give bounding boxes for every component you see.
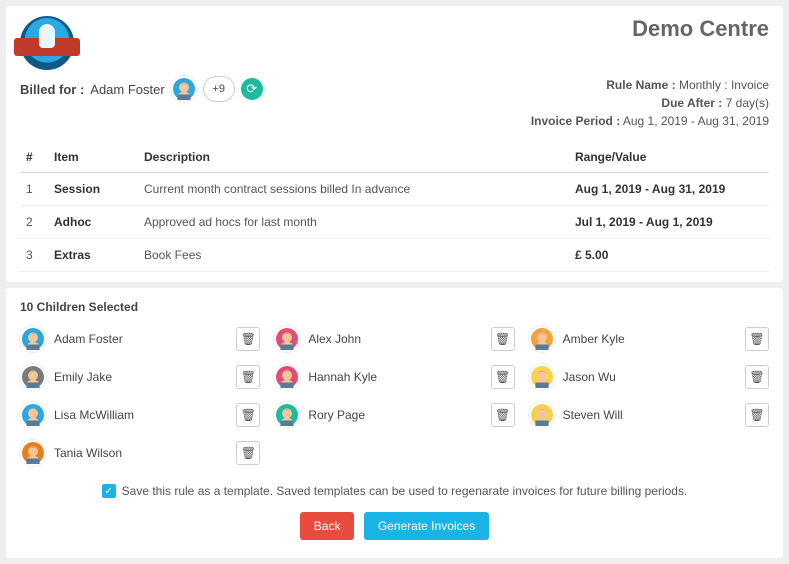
trash-icon[interactable]: 🗑 <box>491 403 515 427</box>
cell-item: Extras <box>48 239 138 272</box>
child-item: Tania Wilson 🗑 <box>20 436 260 470</box>
cell-num: 3 <box>20 239 48 272</box>
cell-desc: Book Fees <box>138 239 569 272</box>
child-name: Emily Jake <box>54 370 112 384</box>
checkbox-checked-icon[interactable]: ✓ <box>102 484 116 498</box>
billed-name: Adam Foster <box>90 82 164 97</box>
child-avatar <box>274 402 300 428</box>
billed-avatar <box>171 76 197 102</box>
trash-icon[interactable]: 🗑 <box>236 403 260 427</box>
child-avatar <box>20 326 46 352</box>
th-range: Range/Value <box>569 142 769 173</box>
th-item: Item <box>48 142 138 173</box>
children-selected-title: 10 Children Selected <box>20 300 769 314</box>
refresh-icon[interactable]: ⟳ <box>241 78 263 100</box>
child-avatar <box>20 440 46 466</box>
child-item: Alex John 🗑 <box>274 322 514 356</box>
th-num: # <box>20 142 48 173</box>
extra-count-pill[interactable]: +9 <box>203 76 235 102</box>
child-item: Adam Foster 🗑 <box>20 322 260 356</box>
trash-icon[interactable]: 🗑 <box>745 365 769 389</box>
cell-range: Aug 1, 2019 - Aug 31, 2019 <box>569 173 769 206</box>
child-name: Rory Page <box>308 408 365 422</box>
trash-icon[interactable]: 🗑 <box>491 365 515 389</box>
child-name: Lisa McWilliam <box>54 408 134 422</box>
child-item: Emily Jake 🗑 <box>20 360 260 394</box>
cell-num: 1 <box>20 173 48 206</box>
due-value: 7 day(s) <box>726 96 769 110</box>
th-desc: Description <box>138 142 569 173</box>
trash-icon[interactable]: 🗑 <box>491 327 515 351</box>
trash-icon[interactable]: 🗑 <box>745 327 769 351</box>
period-label: Invoice Period : <box>531 114 620 128</box>
child-item: Amber Kyle 🗑 <box>529 322 769 356</box>
child-item: Jason Wu 🗑 <box>529 360 769 394</box>
children-panel: 10 Children Selected Adam Foster🗑Alex Jo… <box>6 288 783 558</box>
child-name: Tania Wilson <box>54 446 122 460</box>
child-name: Hannah Kyle <box>308 370 377 384</box>
trash-icon[interactable]: 🗑 <box>745 403 769 427</box>
child-item: Lisa McWilliam 🗑 <box>20 398 260 432</box>
logo <box>20 16 74 70</box>
child-item: Hannah Kyle 🗑 <box>274 360 514 394</box>
child-item: Steven Will 🗑 <box>529 398 769 432</box>
child-avatar <box>20 402 46 428</box>
items-table: # Item Description Range/Value 1SessionC… <box>20 142 769 272</box>
generate-invoices-button[interactable]: Generate Invoices <box>364 512 489 540</box>
table-row: 1SessionCurrent month contract sessions … <box>20 173 769 206</box>
cell-desc: Approved ad hocs for last month <box>138 206 569 239</box>
child-name: Amber Kyle <box>563 332 625 346</box>
children-grid: Adam Foster🗑Alex John🗑Amber Kyle🗑Emily J… <box>20 322 769 470</box>
cell-desc: Current month contract sessions billed I… <box>138 173 569 206</box>
cell-item: Session <box>48 173 138 206</box>
cell-item: Adhoc <box>48 206 138 239</box>
child-name: Adam Foster <box>54 332 123 346</box>
child-avatar <box>274 364 300 390</box>
cell-range: Jul 1, 2019 - Aug 1, 2019 <box>569 206 769 239</box>
main-panel: Demo Centre Billed for : Adam Foster +9 … <box>6 6 783 282</box>
save-template-row[interactable]: ✓ Save this rule as a template. Saved te… <box>20 484 769 498</box>
trash-icon[interactable]: 🗑 <box>236 365 260 389</box>
child-avatar <box>529 364 555 390</box>
child-avatar <box>529 326 555 352</box>
table-row: 2AdhocApproved ad hocs for last monthJul… <box>20 206 769 239</box>
child-name: Steven Will <box>563 408 623 422</box>
table-row: 3ExtrasBook Fees£ 5.00 <box>20 239 769 272</box>
trash-icon[interactable]: 🗑 <box>236 441 260 465</box>
rule-label: Rule Name : <box>606 78 675 92</box>
rule-value: Monthly : Invoice <box>679 78 769 92</box>
save-template-text: Save this rule as a template. Saved temp… <box>122 484 688 498</box>
child-avatar <box>274 326 300 352</box>
trash-icon[interactable]: 🗑 <box>236 327 260 351</box>
child-avatar <box>20 364 46 390</box>
invoice-meta: Rule Name : Monthly : Invoice Due After … <box>531 76 769 130</box>
period-value: Aug 1, 2019 - Aug 31, 2019 <box>623 114 769 128</box>
child-name: Alex John <box>308 332 361 346</box>
child-name: Jason Wu <box>563 370 616 384</box>
back-button[interactable]: Back <box>300 512 355 540</box>
billed-for: Billed for : Adam Foster +9 ⟳ <box>20 76 263 102</box>
billed-label: Billed for : <box>20 82 84 97</box>
cell-num: 2 <box>20 206 48 239</box>
child-item: Rory Page 🗑 <box>274 398 514 432</box>
centre-title: Demo Centre <box>632 16 769 42</box>
cell-range: £ 5.00 <box>569 239 769 272</box>
child-avatar <box>529 402 555 428</box>
footer: ✓ Save this rule as a template. Saved te… <box>20 470 769 546</box>
due-label: Due After : <box>661 96 722 110</box>
